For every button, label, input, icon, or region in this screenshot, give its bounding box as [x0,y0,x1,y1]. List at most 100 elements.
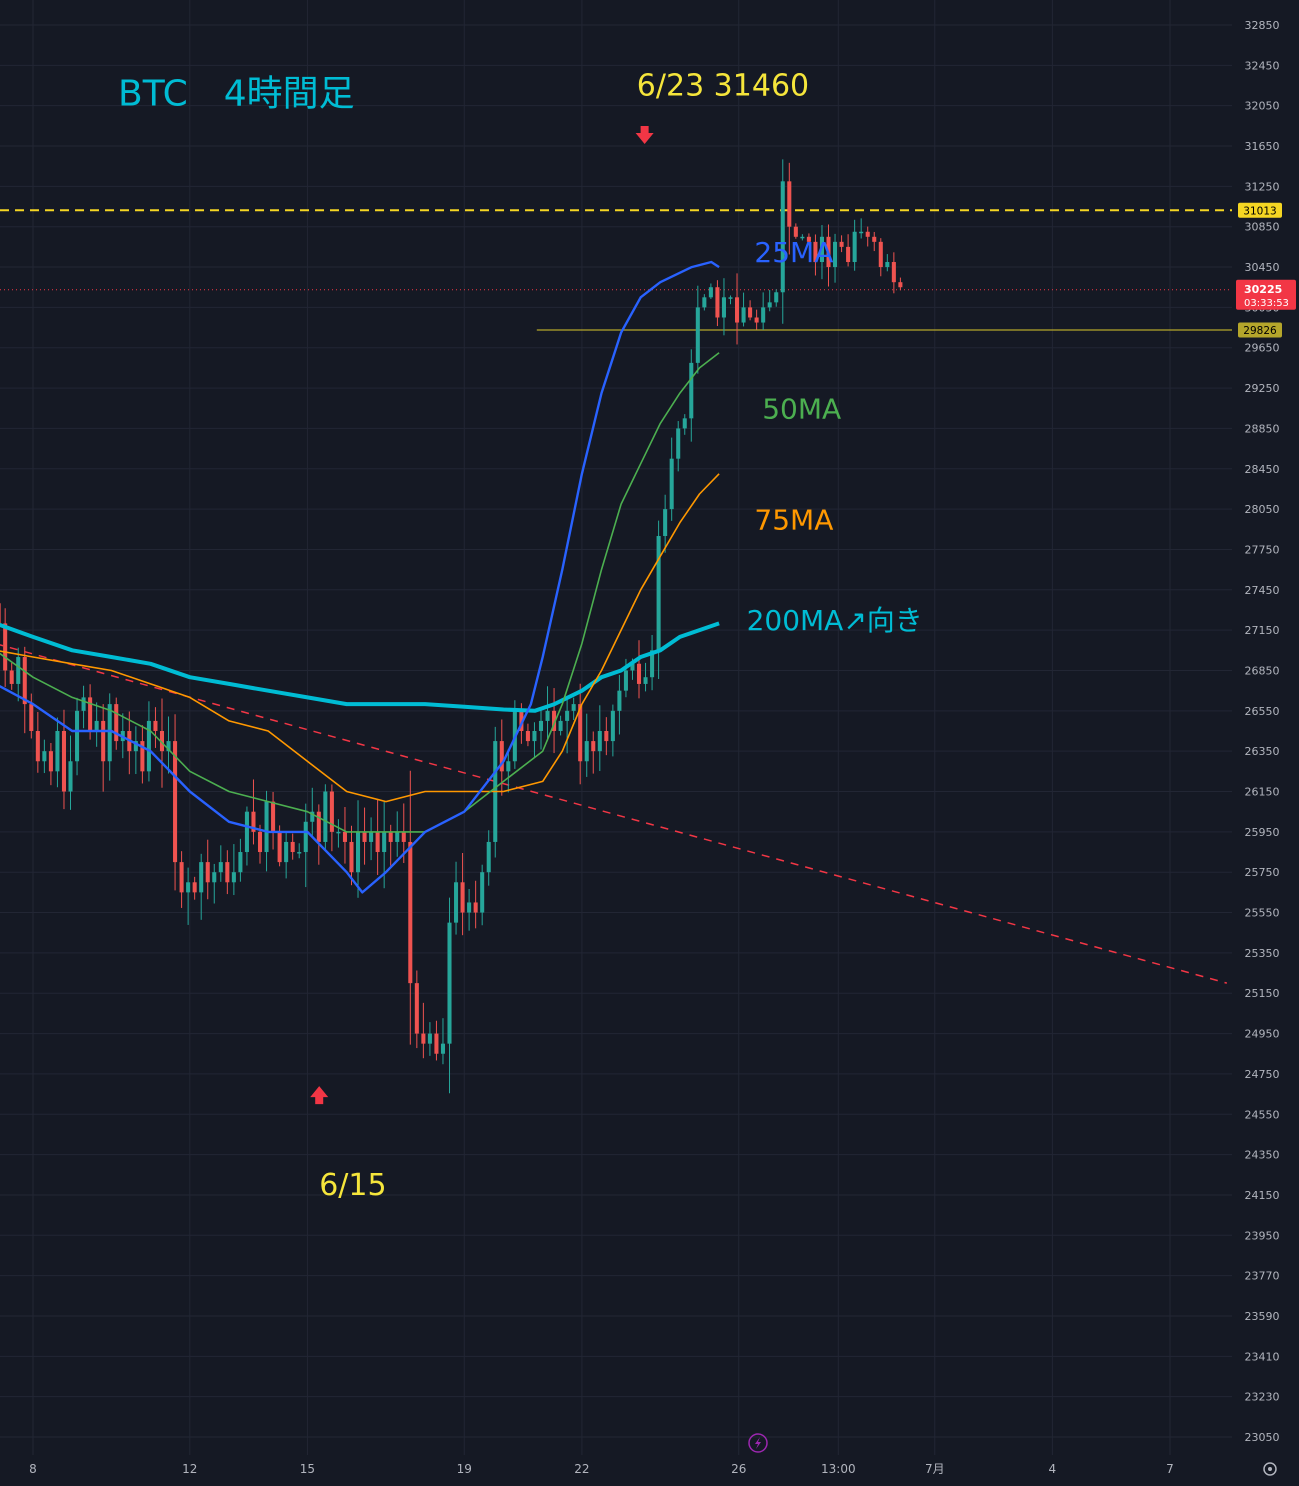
price-tick-label: 23050 [1245,1431,1280,1444]
ma25-line [0,260,720,894]
candle-body [800,236,805,239]
candle-body [61,731,66,792]
label-75ma: 75MA [754,503,833,536]
price-tick-label: 31250 [1245,180,1280,193]
candle-body [872,236,877,242]
candle-body [767,302,772,308]
price-tick-label: 32850 [1245,19,1280,32]
price-tick-label: 27450 [1245,584,1280,597]
price-tick-label: 28450 [1245,463,1280,476]
candle-body [852,231,857,263]
candle-body [480,872,485,913]
candle-body [271,801,276,832]
annotation-layer: BTC 4時間足 25MA 50MA 75MA 200MA↗向き 6/23 31460 6… [118,69,923,1203]
candle-body [885,262,890,268]
candle-body [806,236,811,242]
candle-body [486,841,491,873]
candle-body [891,262,896,283]
candle-body [440,1043,445,1054]
candle-body [682,418,687,429]
grid-layer [0,0,1232,1455]
price-tick-label: 23590 [1245,1310,1280,1323]
settings-icon[interactable] [1263,1462,1277,1476]
candle-body [68,761,73,792]
price-tick-label: 24950 [1245,1028,1280,1041]
candle-body [728,297,733,299]
candle-body [264,801,269,853]
candle-body [166,741,171,752]
price-tick-label: 24750 [1245,1068,1280,1081]
time-tick-label: 4 [1049,1462,1057,1476]
candle-body [532,731,537,742]
candle-body [316,811,321,842]
candle-body [584,741,589,762]
candle-body [382,831,387,853]
candle-body [277,831,282,863]
candle-body [499,741,504,772]
candle-body [597,731,602,752]
candle-body [519,710,524,731]
price-tick-label: 23410 [1245,1350,1280,1363]
candle-body [114,704,119,742]
chart-title: BTC 4時間足 [118,74,355,115]
label-200ma: 200MA↗向き [747,604,923,637]
candle-body [284,841,289,863]
candle-body [506,761,511,772]
price-tick-label: 27150 [1245,624,1280,637]
price-tick-label: 32450 [1245,59,1280,72]
candle-body [780,181,785,293]
candle-body [473,902,478,913]
label-high: 6/23 31460 [637,69,809,104]
lines-layer [0,209,1232,984]
candle-body [434,1033,439,1054]
candle-body [460,882,465,913]
price-tick-label: 24150 [1245,1189,1280,1202]
candle-body [578,704,583,762]
candle-body [663,509,668,537]
candle-body [552,710,557,731]
ui-layer [748,1433,1277,1476]
candle-body [159,731,165,752]
time-tick-label: 13:00 [821,1462,856,1476]
candle-body [395,831,400,842]
price-tick-label: 26350 [1245,745,1280,758]
candle-body [205,862,210,883]
candle-body [610,710,615,742]
candle-body [310,811,315,822]
price-tick-label: 31650 [1245,140,1280,153]
candle-body [695,307,700,363]
candle-body [179,862,184,893]
candle-body [75,710,80,762]
candle-body [427,1033,432,1044]
candle-body [604,731,609,742]
time-tick-label: 8 [29,1462,37,1476]
candle-body [558,720,563,731]
candle-body [225,862,230,883]
candle-body [107,704,112,762]
candle-body [388,831,393,842]
candle-body [231,872,236,883]
time-axis[interactable]: 8 12 15 19 22 26 13:00 7月 4 7 [0,1455,1232,1482]
candle-body [35,731,40,762]
candle-body [754,317,759,323]
lightning-icon[interactable] [748,1433,768,1453]
candle-body [819,236,824,263]
candle-body [878,241,883,268]
time-tick-label: 12 [182,1462,197,1476]
price-axis[interactable]: 3285032450320503165031250308503045030050… [1232,0,1299,1482]
candle-body [826,236,831,268]
candle-body [16,657,21,684]
price-tick-label: 25950 [1245,826,1280,839]
candle-body [617,690,622,711]
time-tick-label: 19 [457,1462,472,1476]
candle-body [748,307,753,318]
candle-body [636,663,642,684]
candle-body [355,831,361,873]
support-badge [1238,322,1282,338]
ma200-line [0,621,720,713]
price-tick-label: 24350 [1245,1149,1280,1162]
downtrend-line [0,644,1228,984]
candle-body [656,536,661,651]
candle-body [623,670,628,691]
